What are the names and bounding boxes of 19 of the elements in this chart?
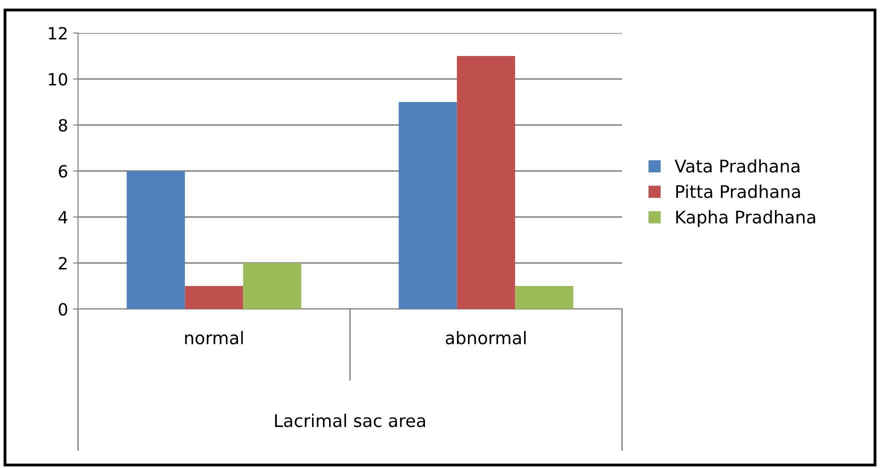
legend-label: Vata Pradhana: [674, 159, 800, 173]
y-tick-label: 0: [58, 302, 68, 316]
bar: [126, 171, 185, 309]
bar: [184, 286, 244, 309]
y-tick-label: 10: [48, 72, 68, 86]
y-tick-label: 4: [58, 211, 68, 224]
bar: [515, 286, 574, 309]
y-tick-label: 6: [58, 164, 68, 178]
y-tick-label: 12: [48, 26, 67, 40]
y-tick-label: 2: [58, 256, 67, 270]
bar: [243, 263, 302, 309]
x-axis-title: Lacrimal sac area: [275, 414, 426, 428]
bar: [398, 102, 457, 309]
legend-label: Kapha Pradhana: [676, 210, 816, 227]
y-tick-label: 8: [58, 118, 68, 132]
x-tick-label: normal: [185, 330, 243, 344]
bar: [456, 56, 516, 309]
legend-label: Pitta Pradhana: [676, 184, 800, 198]
x-tick-label: abnormal: [446, 330, 526, 344]
